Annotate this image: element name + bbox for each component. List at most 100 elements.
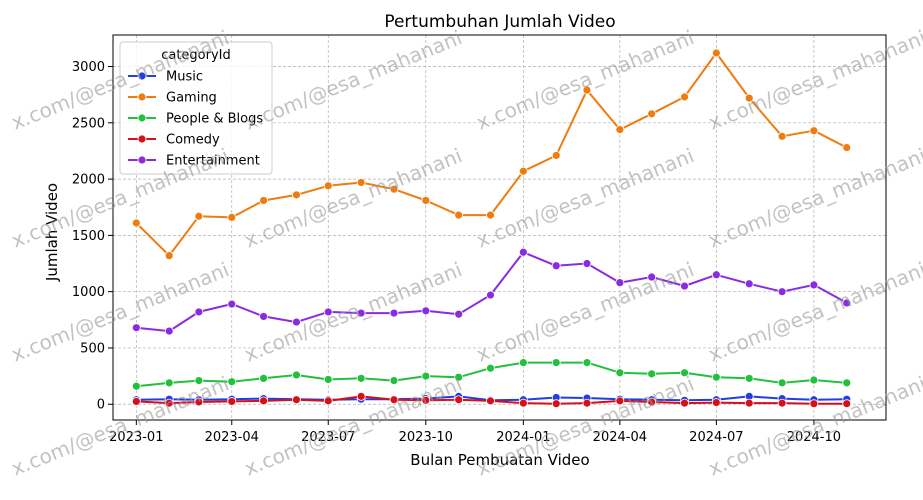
legend-label: People & Blogs (166, 112, 263, 127)
x-tick-label: 2023-07 (301, 430, 355, 445)
data-point (323, 375, 333, 384)
x-tick-label: 2023-01 (109, 430, 163, 445)
data-point (421, 196, 431, 205)
legend-item: Comedy (128, 133, 220, 148)
series-layer (131, 48, 852, 409)
data-point (356, 308, 366, 318)
data-point (292, 190, 301, 200)
data-point (389, 184, 399, 194)
legend-label: Music (166, 70, 203, 85)
legend-swatch-marker (137, 71, 147, 81)
data-point (582, 398, 592, 408)
data-point (809, 399, 819, 409)
data-point (842, 399, 852, 409)
data-point (259, 373, 268, 383)
data-point (292, 370, 301, 380)
data-point (647, 109, 657, 119)
data-point (194, 376, 204, 385)
data-point (582, 259, 592, 268)
data-point (194, 211, 204, 221)
data-point (194, 397, 204, 407)
data-point (551, 261, 561, 271)
data-point (486, 210, 495, 220)
data-point (615, 278, 625, 288)
data-point (164, 398, 174, 408)
data-point (227, 299, 237, 309)
data-point (227, 397, 237, 406)
data-point (615, 125, 625, 134)
data-point (259, 312, 268, 321)
plot-frame (112, 34, 887, 421)
data-point (518, 247, 528, 257)
data-point (711, 48, 721, 58)
data-point (680, 368, 689, 378)
legend-label: Comedy (166, 133, 220, 148)
data-point (389, 395, 399, 405)
x-tick-label: 2023-04 (205, 430, 259, 445)
chart-title: Pertumbuhan Jumlah Video (384, 12, 615, 32)
data-point (711, 372, 721, 382)
data-point (647, 369, 657, 379)
y-tick-label: 0 (97, 398, 105, 413)
data-point (389, 308, 399, 318)
y-tick-label: 3000 (72, 60, 105, 75)
watermark-text: x.com/@esa_mahanani (473, 25, 698, 134)
data-point (421, 306, 431, 316)
data-point (777, 131, 787, 141)
data-point (131, 218, 141, 228)
legend-item: People & Blogs (128, 112, 263, 127)
data-point (164, 251, 174, 261)
x-tick-label: 2023-10 (399, 430, 453, 445)
data-point (486, 363, 495, 373)
data-point (486, 396, 495, 406)
data-point (454, 309, 464, 319)
grid (113, 35, 886, 420)
data-point (194, 307, 204, 317)
legend-item: Entertainment (128, 154, 260, 169)
data-point (647, 272, 657, 282)
series-comedy (131, 391, 852, 409)
data-point (518, 166, 528, 176)
x-axis-label: Bulan Pembuatan Video (410, 451, 589, 469)
data-point (389, 376, 399, 385)
legend-item: Music (128, 70, 203, 85)
data-point (164, 378, 174, 388)
data-point (582, 358, 592, 367)
data-point (744, 373, 754, 383)
legend-swatch-marker (137, 113, 147, 123)
watermark-text: x.com/@esa_mahanani (241, 25, 466, 134)
data-point (809, 126, 819, 136)
x-tick-label: 2024-01 (496, 430, 550, 445)
legend-swatch-marker (137, 134, 147, 144)
y-tick-label: 500 (80, 341, 105, 356)
data-point (615, 368, 625, 378)
data-point (292, 317, 301, 327)
data-point (259, 196, 268, 205)
data-point (421, 395, 431, 405)
data-point (421, 371, 431, 381)
data-point (518, 358, 528, 367)
legend-label: Entertainment (166, 154, 260, 169)
y-tick-label: 1500 (72, 229, 105, 244)
data-point (582, 85, 592, 95)
y-tick-label: 2500 (72, 116, 105, 131)
data-point (356, 391, 366, 401)
y-axis-label: Jumlah Video (43, 183, 61, 282)
data-point (680, 92, 689, 102)
data-point (680, 398, 689, 408)
legend-item: Gaming (128, 91, 217, 106)
series-gaming (131, 48, 852, 261)
legend-title: categoryId (161, 48, 231, 63)
legend-swatch-marker (137, 92, 147, 102)
data-point (323, 307, 333, 317)
y-tick-label: 1000 (72, 285, 105, 300)
legend: categoryId Music Gaming People & Blogs Comed… (119, 41, 273, 175)
data-point (486, 290, 495, 300)
legend-box (119, 41, 273, 175)
data-point (131, 397, 141, 406)
axes: 0 500 1000 1500 2000 2500 3000 2023-01 2023-04 20… (72, 60, 841, 445)
data-point (454, 210, 464, 220)
data-point (842, 378, 852, 388)
data-point (227, 377, 237, 387)
